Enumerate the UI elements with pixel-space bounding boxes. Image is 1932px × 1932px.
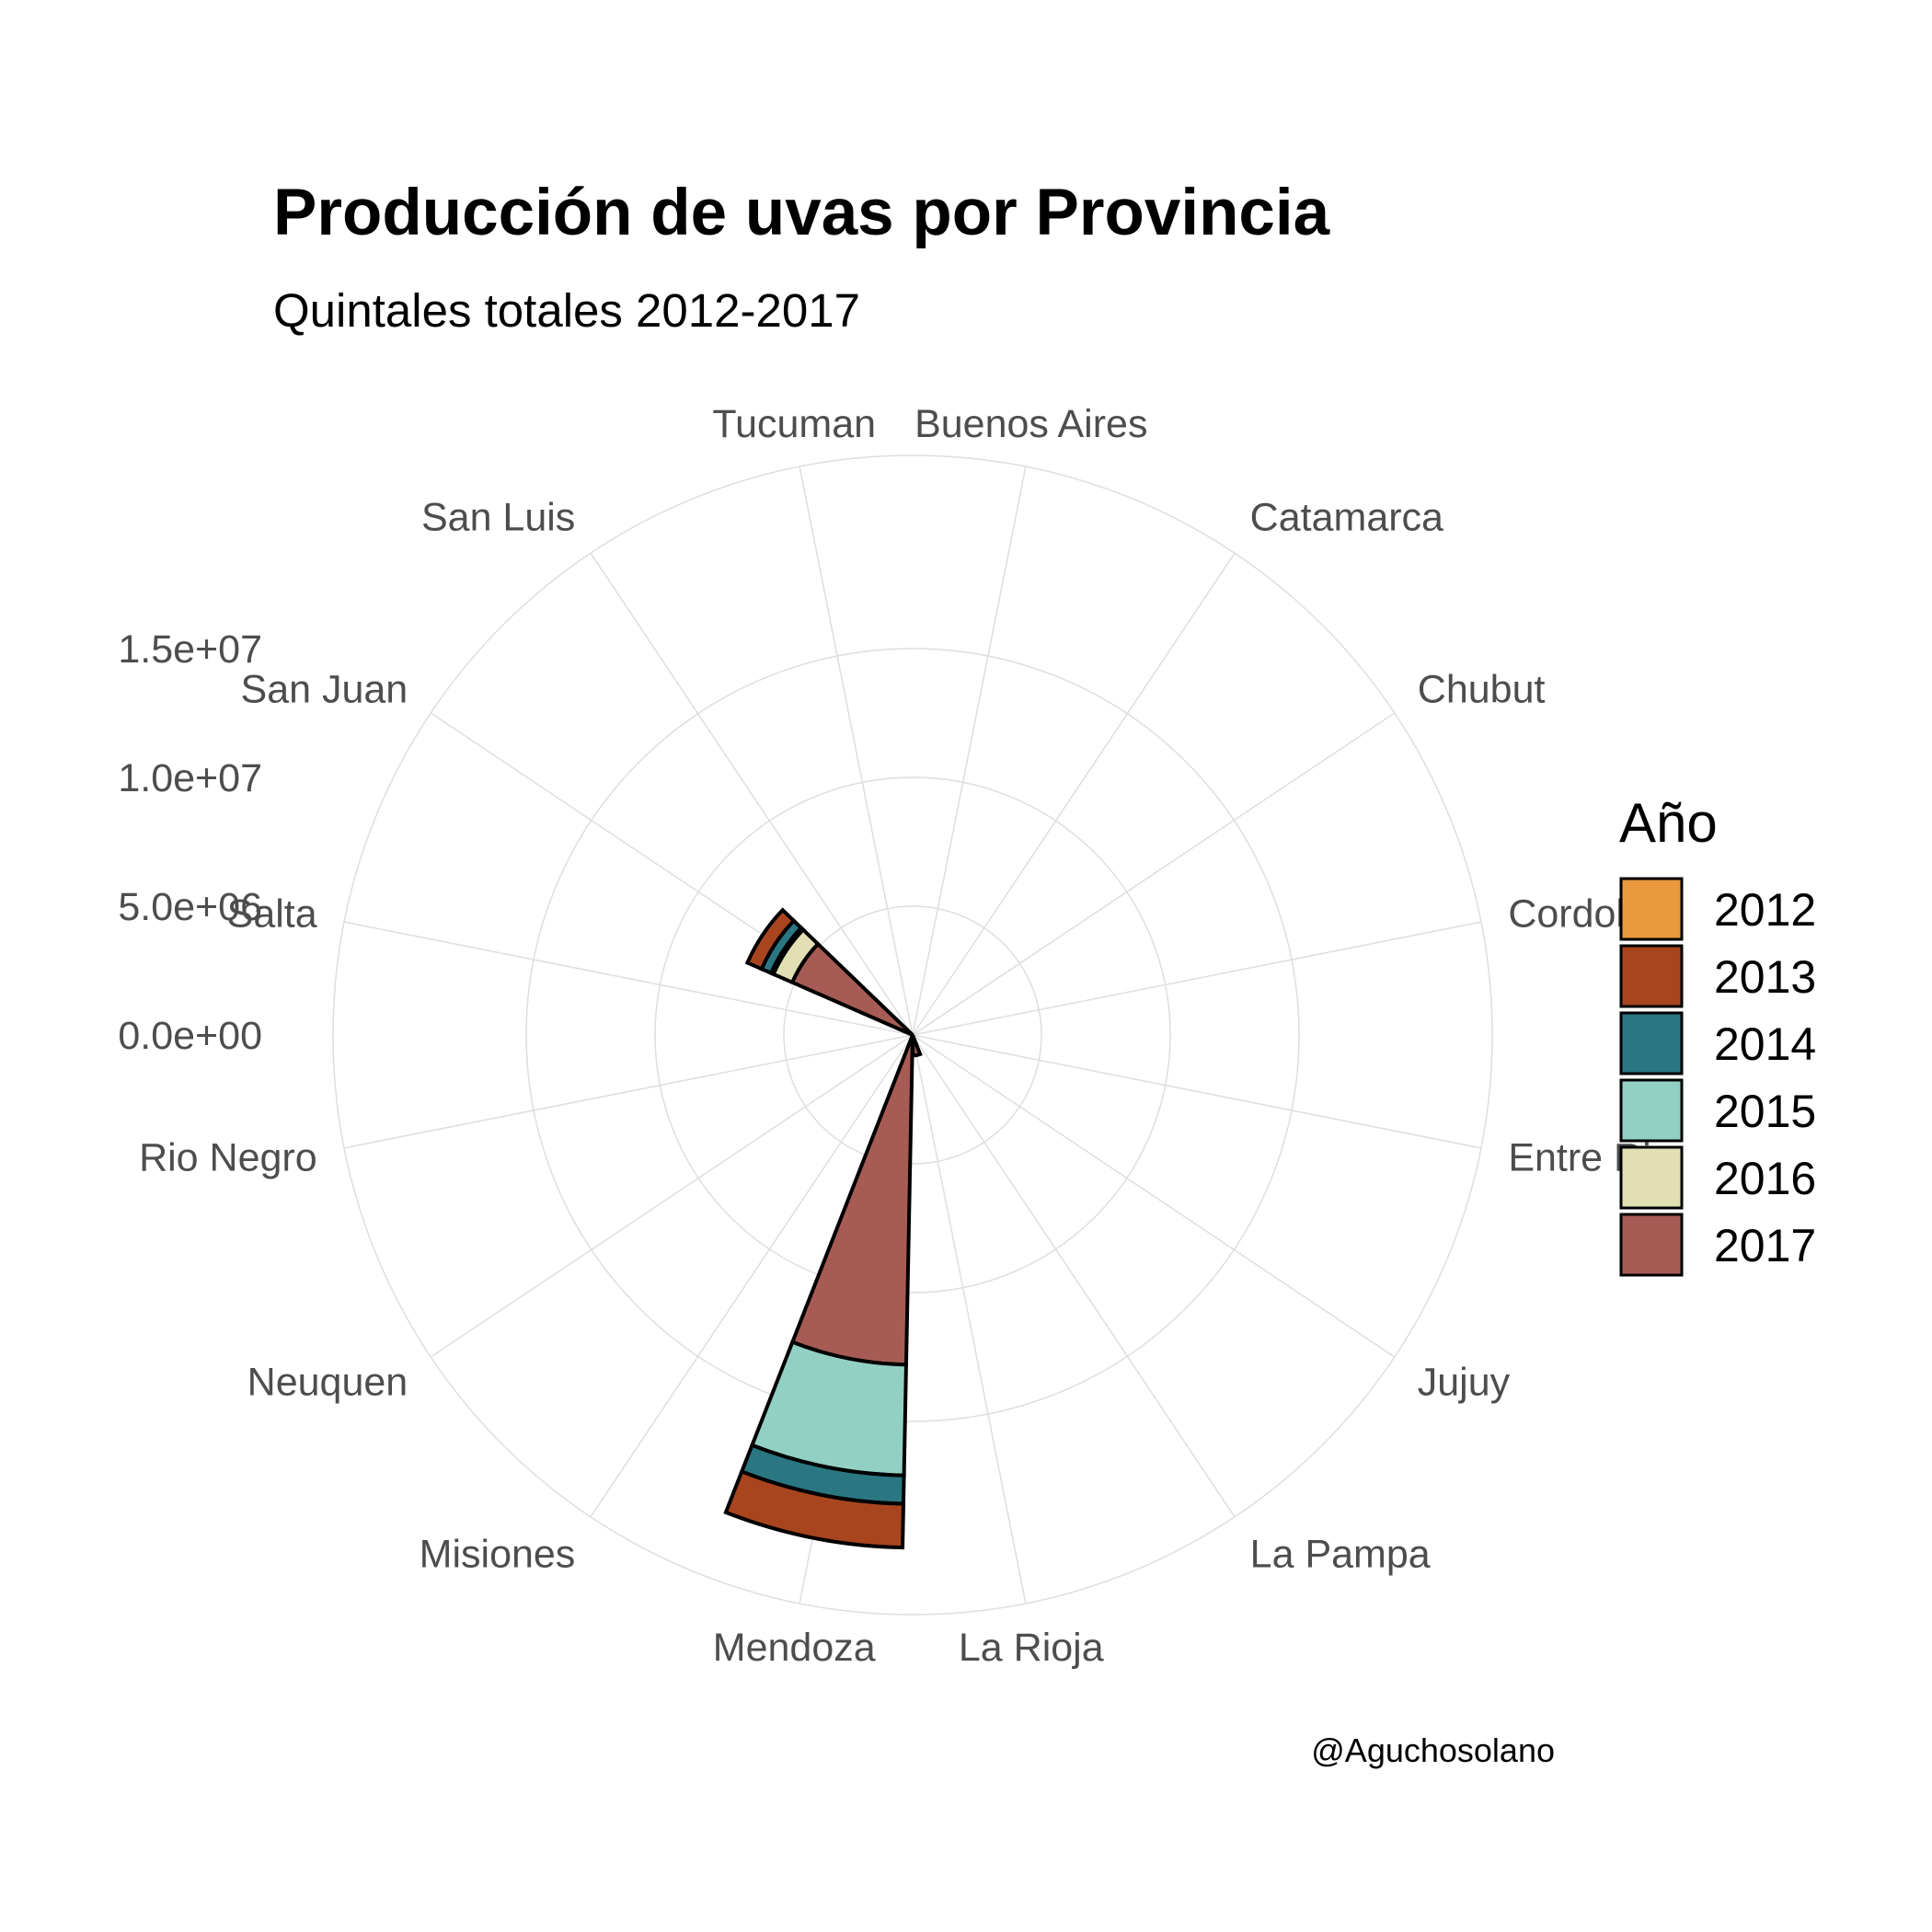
category-label: San Luis: [421, 495, 575, 539]
grid-spoke: [590, 552, 914, 1036]
category-label: San Juan: [241, 667, 408, 711]
grid-spoke: [912, 1034, 1027, 1604]
legend-swatch-2014: [1619, 1011, 1684, 1075]
grid-spoke: [799, 466, 914, 1036]
grid-spoke: [912, 552, 1236, 1036]
category-label: Jujuy: [1418, 1361, 1511, 1405]
grid-spoke: [590, 1034, 914, 1518]
legend-swatch-2015: [1619, 1078, 1684, 1143]
grid-spoke: [912, 921, 1482, 1036]
radial-tick-label: 1.0e+07: [118, 756, 262, 800]
grid-spoke: [912, 1034, 1482, 1149]
bar-layer: [723, 907, 923, 1550]
chart-subtitle: Quintales totales 2012-2017: [273, 284, 860, 337]
legend-swatch-2013: [1619, 944, 1684, 1008]
bar-segment-2017: [789, 1034, 914, 1367]
legend-label: 2017: [1714, 1220, 1816, 1271]
grid-spoke: [912, 466, 1027, 1036]
legend-swatch-2017: [1619, 1213, 1684, 1277]
category-label: Buenos Aires: [914, 402, 1147, 446]
category-label: La Pampa: [1250, 1533, 1431, 1577]
radial-tick-label: 0.0e+00: [118, 1014, 262, 1058]
grid-circle: [332, 454, 1493, 1616]
legend-title: Año: [1619, 792, 1718, 854]
category-label: Neuquen: [247, 1361, 408, 1405]
grid-spoke: [912, 1034, 1236, 1518]
category-labels: Buenos AiresCatamarcaChubutCordobaEntre …: [139, 402, 1673, 1670]
category-label: Salta: [227, 892, 317, 937]
chart-caption: @Aguchosolano: [1311, 1731, 1555, 1769]
grid-spoke: [343, 921, 914, 1036]
legend-swatch-2012: [1619, 877, 1684, 941]
category-label: Mendoza: [713, 1626, 876, 1670]
grid-spoke: [343, 1034, 914, 1149]
grid-circle: [654, 776, 1171, 1294]
category-label: Catamarca: [1250, 495, 1443, 539]
legend-label: 2013: [1714, 951, 1816, 1003]
grid-spoke: [912, 1034, 1396, 1358]
radial-tick-label: 1.5e+07: [118, 627, 262, 672]
grid-circle: [783, 905, 1042, 1165]
category-label: Tucuman: [712, 402, 876, 446]
legend-label: 2015: [1714, 1086, 1816, 1137]
grid-circle: [525, 648, 1300, 1422]
bar-segment-2013: [744, 907, 797, 972]
grid-spoke: [430, 1034, 914, 1358]
bar-segment-2013: [723, 1468, 906, 1550]
legend-label: 2014: [1714, 1018, 1816, 1070]
chart-title: Producción de uvas por Provincia: [273, 177, 1330, 249]
category-label: Rio Negro: [139, 1135, 317, 1179]
legend-label: 2012: [1714, 884, 1816, 936]
category-label: Misiones: [420, 1533, 576, 1577]
radial-tick-labels: 0.0e+00 5.0e+06 1.0e+07 1.5e+07: [118, 627, 262, 1058]
grid-spoke: [912, 712, 1396, 1036]
category-label: Chubut: [1418, 667, 1546, 711]
legend-swatch-2016: [1619, 1145, 1684, 1210]
legend: Año 2012 2013 2014 2015 2016 2017: [1619, 792, 1816, 1277]
category-label: La Rioja: [959, 1626, 1104, 1670]
bar-segment-2017: [789, 941, 914, 1037]
legend-label: 2016: [1714, 1153, 1816, 1204]
radial-tick-label: 5.0e+06: [118, 885, 262, 929]
